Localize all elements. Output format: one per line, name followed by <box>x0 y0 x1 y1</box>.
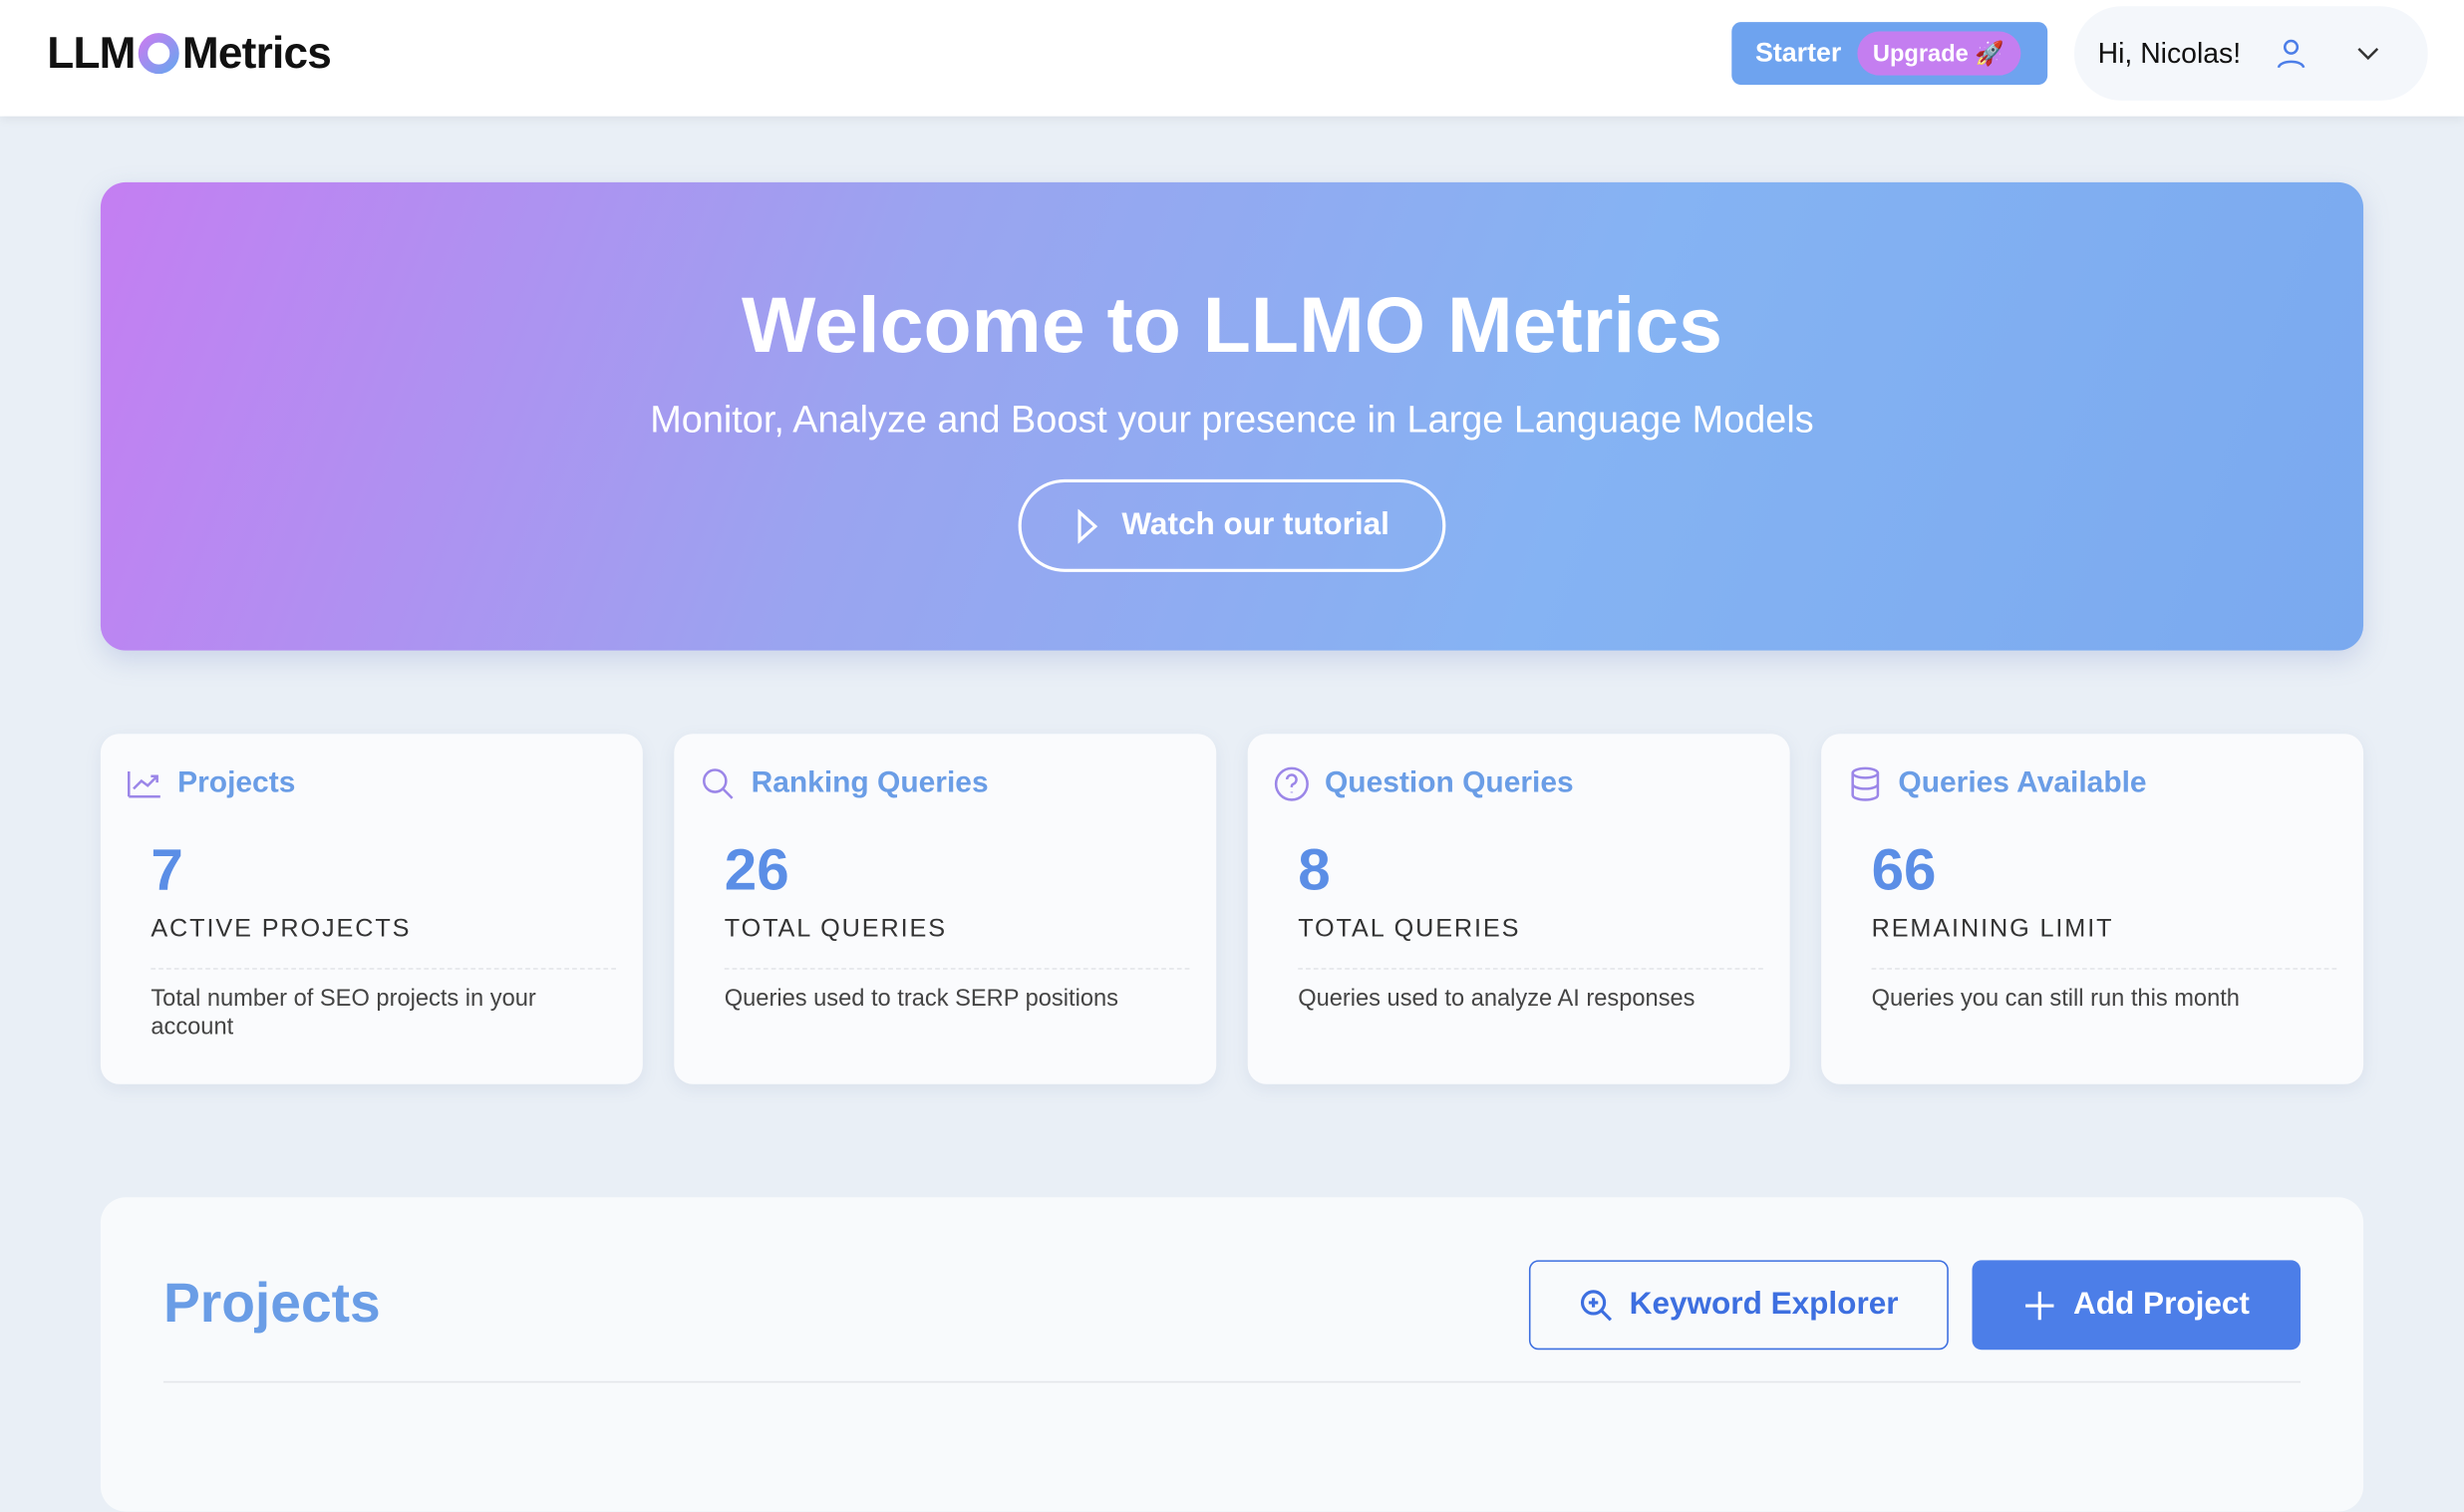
divider <box>151 968 616 970</box>
section-title: Projects <box>162 1272 381 1335</box>
stat-card: Queries Available 66 REMAINING LIMIT Querie… <box>1821 734 2364 1084</box>
card-label: TOTAL QUERIES <box>724 916 947 943</box>
greeting: Hi, Nicolas! <box>2097 37 2242 69</box>
divider <box>162 1380 2301 1383</box>
card-header: Projects <box>126 765 295 803</box>
card-value: 8 <box>1298 837 1331 902</box>
plan-name: Starter <box>1754 37 1842 68</box>
divider <box>724 968 1190 970</box>
play-icon <box>1078 507 1097 543</box>
card-description: Total number of SEO projects in your acc… <box>151 985 536 1041</box>
add-project-button[interactable]: Add Project <box>1972 1260 2301 1351</box>
card-label: TOTAL QUERIES <box>1298 916 1521 943</box>
projects-panel: Projects Keyword Explorer Add Project <box>100 1197 2364 1512</box>
card-header: Ranking Queries <box>700 765 989 803</box>
card-value: 66 <box>1871 837 1937 902</box>
hero-subtitle: Monitor, Analyze and Boost your presence… <box>650 399 1814 442</box>
card-icon <box>128 771 160 798</box>
upgrade-button[interactable]: Upgrade 🚀 <box>1857 31 2020 76</box>
button-label: Watch our tutorial <box>1121 507 1389 542</box>
card-description: Queries used to track SERP positions <box>724 985 1118 1013</box>
keyword-explorer-button[interactable]: Keyword Explorer <box>1528 1260 1949 1351</box>
card-title: Queries Available <box>1898 766 2147 800</box>
user-icon <box>2277 39 2306 69</box>
card-value: 7 <box>151 837 183 902</box>
hero-banner: Welcome to LLMO Metrics Monitor, Analyze… <box>100 181 2364 651</box>
logo-text: LLM <box>47 28 136 78</box>
card-description: Queries you can still run this month <box>1871 985 2240 1013</box>
user-menu[interactable]: Hi, Nicolas! <box>2073 6 2428 101</box>
card-icon <box>1274 766 1309 801</box>
logo[interactable]: LLM Metrics <box>47 28 331 78</box>
logo-text: Metrics <box>181 28 332 78</box>
tutorial-button[interactable]: Watch our tutorial <box>1018 478 1446 572</box>
card-title: Projects <box>177 766 296 800</box>
card-label: REMAINING LIMIT <box>1871 916 2114 943</box>
card-header: Queries Available <box>1846 765 2147 803</box>
card-icon <box>703 768 734 799</box>
card-title: Question Queries <box>1324 766 1574 800</box>
stat-card: Question Queries 8 TOTAL QUERIES Queries us… <box>1247 734 1790 1084</box>
stat-card: Projects 7 ACTIVE PROJECTS Total number of … <box>100 734 643 1084</box>
stat-card: Ranking Queries 26 TOTAL QUERIES Queries us… <box>674 734 1217 1084</box>
plan-badge[interactable]: Starter Upgrade 🚀 <box>1731 22 2048 86</box>
button-label: Add Project <box>2072 1287 2250 1322</box>
plus-icon <box>2025 1291 2055 1320</box>
divider <box>1298 968 1763 970</box>
button-label: Keyword Explorer <box>1629 1287 1899 1322</box>
card-icon <box>1851 766 1880 801</box>
card-description: Queries used to analyze AI responses <box>1298 985 1695 1013</box>
logo-icon <box>138 33 179 75</box>
search-plus-icon <box>1580 1289 1612 1321</box>
card-value: 26 <box>724 837 789 902</box>
hero-title: Welcome to LLMO Metrics <box>741 281 1722 370</box>
card-header: Question Queries <box>1273 765 1574 803</box>
divider <box>1871 968 2337 970</box>
card-title: Ranking Queries <box>751 766 989 800</box>
chevron-icon <box>2357 47 2379 61</box>
top-bar: LLM Metrics Starter Upgrade 🚀 Hi, Nicola… <box>0 0 2464 117</box>
card-label: ACTIVE PROJECTS <box>151 916 412 943</box>
